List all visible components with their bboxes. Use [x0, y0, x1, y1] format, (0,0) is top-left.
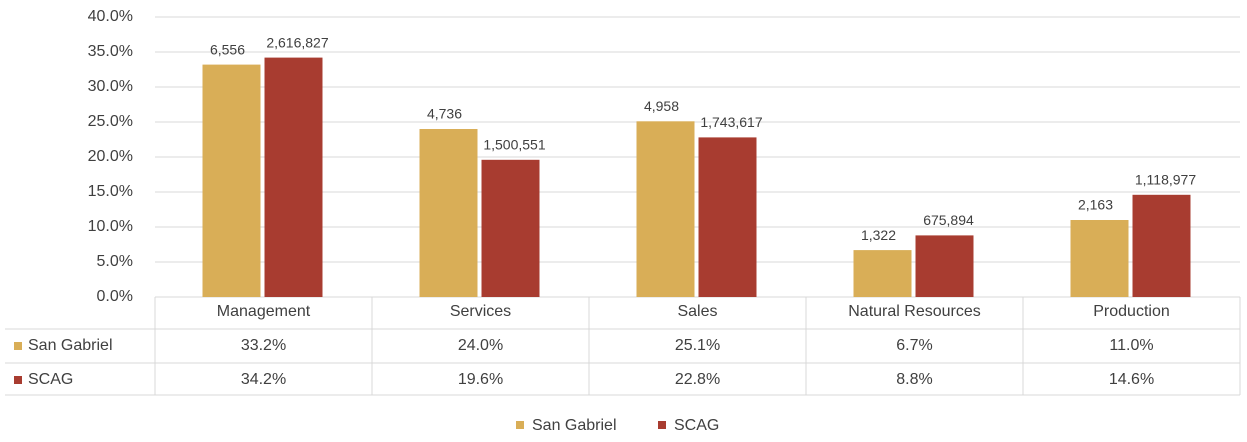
legend-key: [14, 376, 22, 384]
table-cell: 8.8%: [896, 371, 932, 388]
data-label: 4,736: [427, 106, 462, 122]
legend-key: [516, 421, 524, 429]
x-tick-label: Production: [1093, 303, 1170, 320]
bar: [698, 137, 757, 297]
x-tick-label: Services: [450, 303, 511, 320]
legend-key: [658, 421, 666, 429]
data-label: 2,163: [1078, 197, 1113, 213]
y-tick-label: 10.0%: [88, 218, 133, 235]
legend-label: San Gabriel: [532, 417, 617, 434]
y-tick-label: 5.0%: [97, 253, 133, 270]
bar: [915, 235, 974, 297]
x-tick-label: Management: [217, 303, 311, 320]
table-cell: 34.2%: [241, 371, 286, 388]
y-tick-label: 20.0%: [88, 148, 133, 165]
bar: [1132, 194, 1191, 297]
y-tick-label: 0.0%: [97, 288, 133, 305]
y-tick-label: 25.0%: [88, 113, 133, 130]
data-label: 1,118,977: [1135, 172, 1196, 188]
data-label: 1,322: [861, 227, 896, 243]
bar: [481, 159, 540, 297]
data-label: 6,556: [210, 41, 245, 57]
x-tick-label: Sales: [677, 303, 717, 320]
bar: [636, 121, 695, 297]
table-cell: 19.6%: [458, 371, 503, 388]
x-tick-label: Natural Resources: [848, 303, 981, 320]
table-cell: 33.2%: [241, 337, 286, 354]
table-cell: 14.6%: [1109, 371, 1154, 388]
bar: [202, 64, 261, 297]
table-cell: 11.0%: [1109, 337, 1153, 354]
table-cell: 6.7%: [896, 337, 932, 354]
legend-key: [14, 342, 22, 350]
table-cell: 22.8%: [675, 371, 720, 388]
bar: [264, 57, 323, 297]
table-cell: 25.1%: [675, 337, 720, 354]
y-tick-label: 40.0%: [88, 8, 133, 25]
y-tick-label: 15.0%: [88, 183, 133, 200]
data-label: 2,616,827: [266, 34, 328, 50]
table-row-label: SCAG: [28, 371, 73, 388]
data-label: 1,500,551: [483, 137, 545, 153]
data-label: 675,894: [923, 212, 974, 228]
legend-label: SCAG: [674, 417, 719, 434]
table-row-label: San Gabriel: [28, 337, 113, 354]
data-label: 4,958: [644, 98, 679, 114]
y-tick-label: 30.0%: [88, 78, 133, 95]
bar: [853, 250, 912, 297]
data-label: 1,743,617: [700, 114, 762, 130]
table-cell: 24.0%: [458, 337, 503, 354]
bar: [1070, 220, 1129, 297]
y-tick-label: 35.0%: [88, 43, 133, 60]
bar: [419, 129, 478, 297]
